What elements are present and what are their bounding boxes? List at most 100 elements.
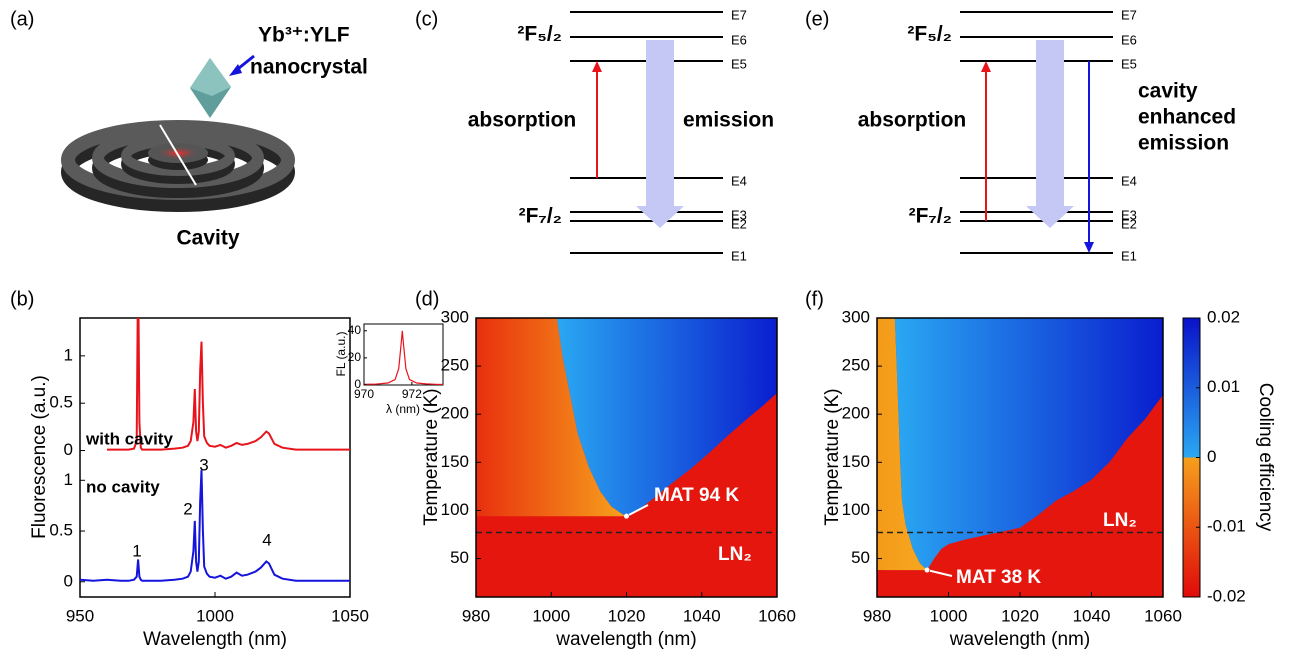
y-tick-label: 20 [348, 350, 362, 364]
colorbar-positive [1183, 318, 1200, 458]
annotation: no cavity [86, 477, 160, 496]
x-axis-label: Wavelength (nm) [143, 629, 287, 650]
y-tick-label: 150 [842, 452, 870, 471]
y-tick-label: 250 [842, 356, 870, 375]
spectrum-line [80, 470, 350, 582]
ring-gap [159, 124, 197, 186]
cooling-region [894, 318, 1163, 571]
crystal-facet [190, 58, 231, 96]
x-tick-label: 950 [66, 606, 94, 625]
absorption-label: absorption [468, 109, 577, 132]
level-label: E7 [731, 7, 747, 22]
x-tick-label: 1060 [758, 606, 796, 625]
y-tick-label: 1 [64, 470, 73, 489]
mat-arrow [628, 504, 649, 516]
x-tick-label: 1000 [930, 606, 968, 625]
emission-label: enhanced [1138, 106, 1236, 129]
level-label: E4 [731, 173, 747, 188]
level-label: E1 [1121, 248, 1137, 263]
y-tick-label: 1 [64, 345, 73, 364]
x-axis-label: λ (nm) [386, 402, 420, 416]
arrow-head [981, 61, 991, 72]
arrow-head [229, 64, 242, 76]
y-tick-label: 300 [842, 307, 870, 326]
x-tick-label: 1000 [532, 606, 570, 625]
panel-label: (c) [415, 8, 438, 30]
mat-point [924, 567, 930, 573]
ln2-label: LN₂ [1103, 510, 1137, 531]
panel-label: (e) [805, 8, 829, 30]
x-axis-label: wavelength (nm) [949, 629, 1090, 650]
level-label: E6 [731, 32, 747, 47]
colorbar-tick-label: 0.01 [1207, 377, 1240, 396]
crystal-label: Yb³⁺:YLF [258, 24, 350, 47]
y-tick-label: 200 [842, 404, 870, 423]
level-label: E3 [1121, 207, 1137, 222]
colorbar-tick-label: 0.02 [1207, 307, 1240, 326]
y-tick-label: 250 [441, 356, 469, 375]
spectrum-line [107, 318, 350, 451]
plot-frame [79, 317, 351, 598]
emission-label: emission [683, 109, 774, 132]
warm-region [476, 318, 627, 517]
y-tick-label: 150 [441, 452, 469, 471]
y-axis-label: FL (a.u.) [334, 332, 348, 377]
x-tick-label: 1020 [1001, 606, 1039, 625]
peak-label: 2 [183, 499, 192, 518]
y-tick-label: 40 [348, 323, 362, 337]
cavity-illustration [61, 54, 295, 212]
ln2-label: LN₂ [718, 544, 752, 565]
manifold-label: ²F₅/₂ [517, 23, 562, 46]
level-label: E3 [731, 207, 747, 222]
mat-arrow [929, 569, 953, 577]
level-label: E7 [1121, 7, 1137, 22]
level-label: E6 [1121, 32, 1137, 47]
level-label: E2 [1121, 216, 1137, 231]
cavity-label: Cavity [176, 227, 239, 250]
y-tick-label: 0 [64, 571, 73, 590]
level-label: E5 [731, 56, 747, 71]
y-tick-label: 100 [842, 500, 870, 519]
arrow-head [592, 61, 602, 72]
y-tick-label: 0 [64, 440, 73, 459]
peak-label: 4 [262, 530, 271, 549]
x-tick-label: 1050 [331, 606, 369, 625]
y-tick-label: 0.5 [49, 393, 73, 412]
y-tick-label: 0.5 [49, 521, 73, 540]
inset-frame [363, 323, 444, 386]
x-tick-label: 1040 [683, 606, 721, 625]
emission-arrow [636, 40, 684, 228]
peak-label: 1 [132, 541, 141, 560]
x-axis-label: wavelength (nm) [555, 629, 696, 650]
manifold-label: ²F₇/₂ [909, 205, 952, 228]
level-label: E1 [731, 248, 747, 263]
manifold-label: ²F₇/₂ [519, 205, 562, 228]
level-label: E4 [1121, 173, 1137, 188]
panel-label: (d) [415, 288, 439, 310]
emission-label: cavity [1138, 80, 1198, 103]
peak-label: 3 [199, 455, 208, 474]
panel-label: (b) [10, 288, 34, 310]
x-tick-label: 980 [462, 606, 490, 625]
cooling-region [556, 318, 777, 517]
warm-region [877, 318, 927, 571]
x-tick-label: 970 [354, 387, 374, 401]
manifold-label: ²F₅/₂ [907, 23, 952, 46]
colorbar-negative [1183, 457, 1200, 597]
spectrum-line [364, 330, 443, 385]
y-tick-label: 300 [441, 307, 469, 326]
emission-arrow [1026, 40, 1074, 228]
colorbar-tick-label: 0 [1207, 447, 1216, 466]
x-tick-label: 1040 [1073, 606, 1111, 625]
crystal-label: nanocrystal [250, 56, 368, 79]
mat-label: MAT 94 K [654, 485, 739, 506]
level-label: E5 [1121, 56, 1137, 71]
panel-label: (a) [10, 8, 34, 30]
x-tick-label: 1060 [1144, 606, 1182, 625]
mat-point [624, 513, 629, 519]
arrow-head [1084, 242, 1094, 253]
y-tick-label: 100 [441, 500, 469, 519]
ring [121, 136, 235, 176]
colorbar-tick-label: -0.01 [1207, 517, 1246, 536]
x-tick-label: 1000 [196, 606, 234, 625]
